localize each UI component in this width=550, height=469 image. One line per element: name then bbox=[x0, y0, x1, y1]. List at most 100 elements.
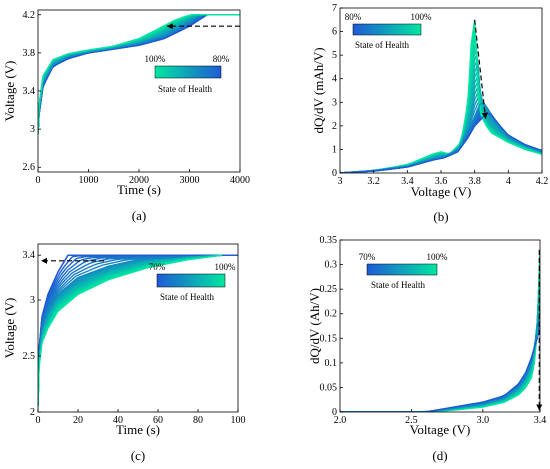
y-tick-label: 4 bbox=[332, 74, 337, 85]
y-tick-label: 3 bbox=[30, 295, 35, 306]
x-tick-label: 4 bbox=[506, 176, 511, 187]
series-line-soh-80 bbox=[38, 254, 223, 407]
x-axis-label: Time (s) bbox=[117, 182, 161, 197]
series-line-soh-87 bbox=[340, 101, 542, 173]
x-tick-label: 4.2 bbox=[536, 176, 549, 187]
y-tick-label: 6 bbox=[332, 27, 337, 38]
series-fill-line bbox=[340, 262, 540, 412]
chart-panel-c: 0 20 40 60 80 100 2 2.5 3 3.4 Time (s) Voltage (V) (… bbox=[0, 232, 275, 464]
colorbar-title: State of Health bbox=[160, 292, 214, 302]
y-tick-label: 1 bbox=[332, 144, 337, 155]
series-fill-line bbox=[340, 90, 542, 173]
y-tick-label: 0.2 bbox=[325, 309, 338, 320]
chart-svg-a: 0 1000 2000 3000 4000 2.6 3 3.4 3.8 4.2 Time (s) Vo… bbox=[2, 9, 250, 223]
colorbar bbox=[366, 263, 438, 276]
colorbar-title: State of Health bbox=[371, 280, 425, 290]
y-tick-label: 2.6 bbox=[23, 162, 36, 173]
x-tick-label: 3 bbox=[338, 176, 343, 187]
x-tick-label: 0 bbox=[36, 175, 41, 186]
plot-area-c bbox=[38, 254, 238, 407]
colorbar-right-label: 100% bbox=[427, 252, 449, 262]
x-tick-label: 3.4 bbox=[534, 415, 547, 426]
x-tick-label: 2.5 bbox=[405, 415, 418, 426]
y-tick-label: 7 bbox=[332, 3, 337, 14]
colorbar-left-label: 100% bbox=[145, 54, 167, 64]
y-axis-label: Voltage (V) bbox=[2, 61, 17, 122]
y-tick-label: 3.8 bbox=[23, 48, 36, 59]
series-line-soh-70 bbox=[340, 332, 540, 412]
x-tick-label: 4000 bbox=[230, 175, 250, 186]
colorbar-title: State of Health bbox=[158, 84, 212, 94]
x-tick-label: 2000 bbox=[129, 175, 149, 186]
x-tick-label: 60 bbox=[153, 415, 163, 426]
x-tick-label: 3.6 bbox=[435, 176, 448, 187]
x-tick-label: 3.8 bbox=[468, 176, 481, 187]
series-fill-line bbox=[340, 332, 540, 412]
y-tick-label: 3 bbox=[332, 97, 337, 108]
y-tick-label: 3.4 bbox=[23, 250, 36, 261]
colorbar bbox=[352, 23, 422, 36]
y-tick-label: 2.5 bbox=[23, 351, 36, 362]
x-axis-label: Voltage (V) bbox=[411, 184, 472, 199]
colorbar bbox=[156, 273, 226, 288]
y-tick-label: 2 bbox=[30, 407, 35, 418]
series-fill-line bbox=[340, 80, 542, 173]
y-tick-label: 0.25 bbox=[320, 284, 338, 295]
y-tick-label: 0 bbox=[332, 168, 337, 179]
x-tick-label: 40 bbox=[113, 415, 123, 426]
series-fill-line bbox=[340, 258, 540, 412]
series-line-soh-100 bbox=[340, 19, 542, 173]
chart-panel-b: 3 3.2 3.4 3.6 3.8 4 4.2 0 1 2 3 4 5 6 7 Voltage (V) dQ/d… bbox=[275, 0, 550, 232]
colorbar bbox=[154, 65, 222, 79]
series-line-soh-93 bbox=[340, 61, 542, 173]
panel-caption: (c) bbox=[131, 448, 145, 463]
colorbar-left-label: 70% bbox=[149, 262, 166, 272]
series-line-soh-100 bbox=[38, 254, 223, 407]
chart-panel-a: 0 1000 2000 3000 4000 2.6 3 3.4 3.8 4.2 Time (s) Vo… bbox=[0, 0, 275, 232]
y-axis-label: dQ/dV (Ah/V) bbox=[307, 288, 322, 364]
y-tick-label: 0.1 bbox=[325, 358, 338, 369]
colorbar-right-label: 80% bbox=[213, 54, 230, 64]
y-axis-label: Voltage (V) bbox=[2, 298, 17, 359]
y-tick-label: 5 bbox=[332, 50, 337, 61]
colorbar-right-label: 100% bbox=[215, 262, 237, 272]
x-tick-label: 100 bbox=[231, 415, 246, 426]
x-tick-label: 20 bbox=[73, 415, 83, 426]
x-tick-label: 3000 bbox=[180, 175, 200, 186]
y-tick-label: 3 bbox=[30, 124, 35, 135]
x-tick-label: 3.4 bbox=[401, 176, 414, 187]
colorbar-left-label: 80% bbox=[345, 12, 362, 22]
axes-frame bbox=[37, 243, 239, 413]
colorbar-left-label: 70% bbox=[359, 252, 376, 262]
x-axis-label: Voltage (V) bbox=[410, 422, 471, 437]
series-fill-line bbox=[340, 86, 542, 173]
colorbar-right-label: 100% bbox=[411, 12, 433, 22]
panel-caption: (d) bbox=[432, 448, 447, 463]
plot-area-d bbox=[340, 249, 540, 412]
plot-area-b bbox=[340, 19, 542, 173]
x-tick-label: 80 bbox=[193, 415, 203, 426]
series-line-soh-100 bbox=[38, 14, 240, 134]
trend-arrow-head bbox=[481, 112, 488, 119]
plot-area-a bbox=[38, 14, 240, 134]
y-tick-label: 2 bbox=[332, 121, 337, 132]
panel-caption: (b) bbox=[433, 209, 448, 224]
x-tick-label: 1000 bbox=[79, 175, 99, 186]
chart-panel-d: 2.0 2.5 3.0 3.4 0 0.05 0.1 0.15 0.2 0.25 0.3 0.35 Vo… bbox=[275, 232, 550, 464]
y-tick-label: 0.35 bbox=[320, 235, 338, 246]
axes-frame bbox=[339, 239, 541, 413]
series-line-soh-80 bbox=[340, 112, 542, 173]
y-tick-label: 0.15 bbox=[320, 333, 338, 344]
y-axis-label: dQ/dV (mAh/V) bbox=[311, 47, 326, 133]
series-fill-line bbox=[340, 94, 542, 173]
trend-arrow-head bbox=[41, 257, 47, 264]
x-tick-label: 2.0 bbox=[334, 415, 347, 426]
y-tick-label: 0.3 bbox=[325, 260, 338, 271]
y-tick-label: 0.05 bbox=[320, 382, 338, 393]
chart-svg-b: 3 3.2 3.4 3.6 3.8 4 4.2 0 1 2 3 4 5 6 7 Voltage (V) dQ/d… bbox=[311, 3, 549, 224]
trend-arrow-head bbox=[166, 23, 173, 30]
series-fill-line bbox=[340, 254, 540, 412]
trend-arrow bbox=[474, 19, 487, 119]
colorbar-title: State of Health bbox=[355, 40, 409, 50]
trend-arrow-head bbox=[536, 404, 543, 411]
